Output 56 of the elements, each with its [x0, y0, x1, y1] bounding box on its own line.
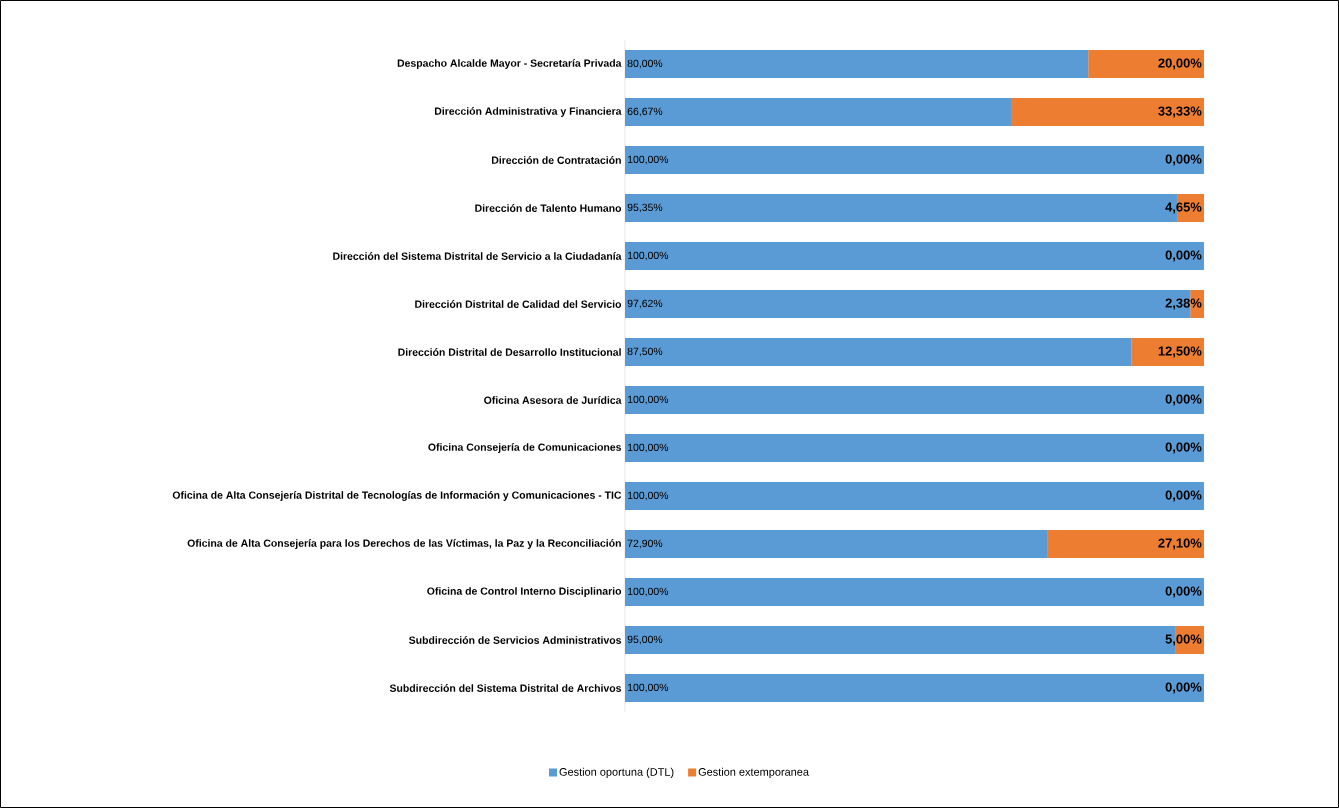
data-label: 100,00% — [628, 251, 669, 261]
data-label: 80,00% — [627, 59, 663, 69]
data-label: 87,50% — [627, 347, 663, 357]
y-tick-label: Oficina de Control Interno Disciplinario — [427, 587, 622, 597]
data-label: 20,00% — [1158, 58, 1202, 70]
y-tick-label: Dirección Distrital de Calidad del Servicio — [415, 300, 622, 308]
bar — [625, 434, 1205, 462]
y-tick-label: Dirección del Sistema Distrital de Servicio a la Ciudadanía — [333, 252, 622, 260]
y-tick-label: Dirección Distrital de Desarrollo Institucional — [398, 348, 621, 356]
y-tick-label: Subdirección de Servicios Administrativos — [409, 636, 622, 644]
bar — [625, 530, 1048, 559]
data-label: 100,00% — [628, 443, 669, 453]
bar — [625, 482, 1205, 511]
data-label: 95,35% — [627, 203, 663, 213]
y-tick-label: Despacho Alcalde Mayor - Secretaría Privada — [397, 59, 622, 69]
data-label: 72,90% — [627, 539, 663, 549]
y-tick-label: Oficina Asesora de Jurídica — [484, 396, 622, 404]
bar — [625, 50, 1089, 78]
bar — [1131, 338, 1205, 366]
legend-label: Gestion extemporanea — [698, 767, 809, 778]
y-tick-label: Dirección Administrativa y Financiera — [434, 107, 622, 117]
y-tick-label: Oficina Consejería de Comunicaciones — [428, 443, 622, 453]
bar — [1011, 98, 1205, 126]
y-tick-label: Dirección de Contratación — [491, 156, 621, 164]
y-tick-label: Oficina de Alta Consejería Distrital de Tecnologías de Información y Comunicaciones - TIC — [172, 491, 622, 501]
data-label: 33,33% — [1158, 106, 1202, 118]
data-label: 100,00% — [628, 155, 669, 165]
bar — [1088, 50, 1205, 78]
data-label: 100,00% — [628, 395, 669, 405]
data-label: 66,67% — [627, 107, 663, 117]
data-label: 0,00% — [1165, 154, 1202, 166]
legend-label: Gestion oportuna (DTL) — [559, 767, 674, 778]
data-label: 0,00% — [1165, 442, 1202, 454]
bar — [625, 146, 1205, 174]
data-label: 12,50% — [1158, 346, 1202, 358]
bar — [1047, 530, 1205, 559]
bar — [625, 242, 1205, 270]
data-label: 0,00% — [1165, 394, 1202, 406]
data-label: 95,00% — [627, 635, 663, 645]
data-label: 0,00% — [1165, 490, 1202, 502]
data-label: 0,00% — [1165, 250, 1202, 262]
data-label: 0,00% — [1165, 586, 1202, 598]
data-label: 0,00% — [1165, 682, 1202, 694]
data-label: 100,00% — [628, 683, 669, 693]
data-label: 100,00% — [628, 491, 669, 501]
y-tick-label: Subdirección del Sistema Distrital de Archivos — [389, 684, 622, 692]
bar — [625, 338, 1132, 366]
bar — [625, 386, 1205, 414]
y-tick-label: Oficina de Alta Consejería para los Derechos de las Víctimas, la Paz y la Reconciliación — [187, 539, 621, 549]
y-tick-label: Dirección de Talento Humano — [475, 204, 622, 212]
data-label: 27,10% — [1158, 538, 1202, 550]
bar — [625, 578, 1205, 607]
data-label: 97,62% — [627, 299, 663, 309]
bar — [625, 98, 1012, 126]
bar — [625, 674, 1205, 703]
data-label: 100,00% — [628, 587, 669, 597]
